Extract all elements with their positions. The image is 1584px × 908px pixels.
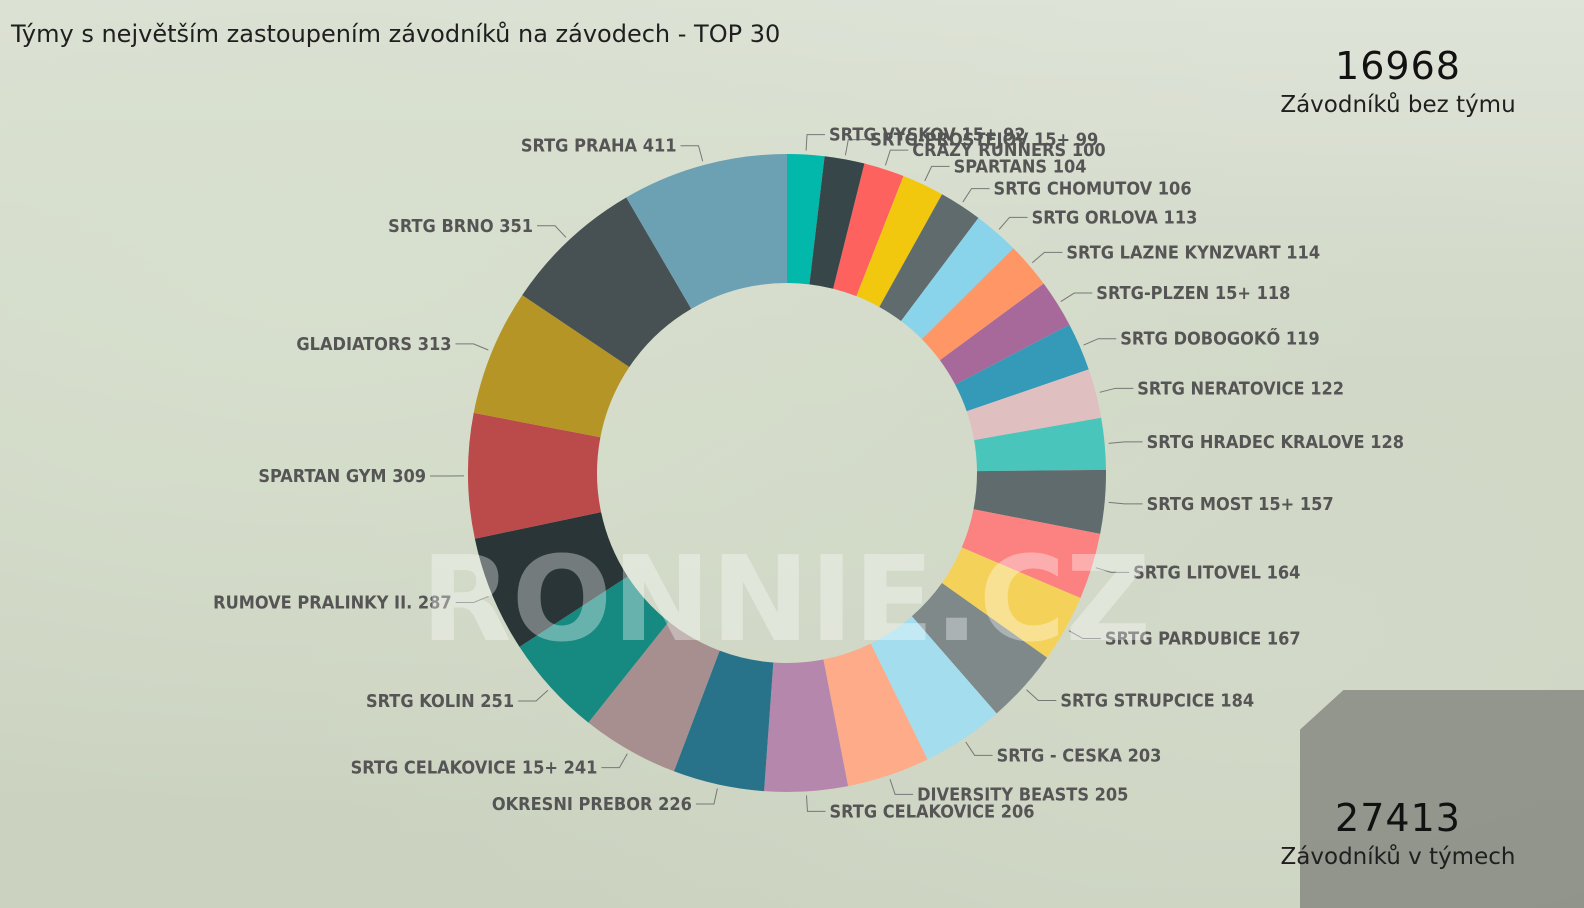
slice-crazy-runners[interactable] <box>833 163 904 297</box>
slice-label-crazy-runners: CRAZY RUNNERS 100 <box>912 140 1105 161</box>
background-tent-shape <box>1300 690 1584 908</box>
leader-line-srtg-ceska <box>965 741 993 756</box>
slice-label-srtg-ceska: SRTG - CESKA 203 <box>997 745 1162 766</box>
leader-line-srtg-plzen-15 <box>1060 292 1093 302</box>
slice-label-srtg-kolin: SRTG KOLIN 251 <box>366 691 514 712</box>
slice-label-srtg-celakovice: SRTG CELAKOVICE 206 <box>829 801 1034 822</box>
kpi-card-in-teams: 27413 Závodníků v týmech <box>1258 796 1538 870</box>
leader-line-srtg-litovel <box>1095 567 1130 573</box>
slice-srtg-brno[interactable] <box>522 197 692 368</box>
slice-srtg-celakovice[interactable] <box>764 659 849 792</box>
slice-okresni-prebor[interactable] <box>673 650 774 792</box>
slice-spartan-gym[interactable] <box>467 412 602 539</box>
leader-line-crazy-runners <box>884 149 909 166</box>
slice-srtg-orlova[interactable] <box>901 217 1014 340</box>
slice-label-srtg-pardubice: SRTG PARDUBICE 167 <box>1105 629 1301 650</box>
leader-line-srtg-vyskov-15 <box>805 134 826 151</box>
leader-line-srtg-chomutov <box>962 188 990 203</box>
kpi-card-without-team: 16968 Závodníků bez týmu <box>1258 44 1538 118</box>
slice-label-srtg-lazne-kynzvart: SRTG LAZNE KYNZVART 114 <box>1066 242 1320 263</box>
leader-line-srtg-hradec-kralove <box>1108 441 1143 444</box>
kpi-value-in-teams: 27413 <box>1335 796 1461 840</box>
slice-srtg-hradec-kralove[interactable] <box>974 417 1106 472</box>
leader-line-srtg-celakovice <box>805 795 826 812</box>
slice-spartans[interactable] <box>856 176 943 307</box>
slice-label-gladiators: GLADIATORS 313 <box>296 334 451 355</box>
slice-label-srtg-prostejov-15: SRTG-PROSTEJOV 15+ 99 <box>870 130 1098 151</box>
kpi-label-without-team: Závodníků bez týmu <box>1280 92 1516 118</box>
leader-line-srtg-dobogoko <box>1083 338 1117 346</box>
slice-srtg-ceska[interactable] <box>870 616 997 760</box>
leader-line-srtg-praha <box>680 145 704 162</box>
leader-line-srtg-most-15 <box>1108 501 1143 505</box>
leader-line-srtg-orlova <box>998 216 1028 230</box>
leader-line-spartans <box>924 165 950 182</box>
leader-line-gladiators <box>455 343 489 351</box>
slice-srtg-plzen-15[interactable] <box>939 283 1070 385</box>
leader-line-srtg-kolin <box>518 689 549 702</box>
slice-rumove-pralinky-ii[interactable] <box>474 512 628 647</box>
slice-srtg-dobogoko[interactable] <box>955 324 1089 412</box>
leader-line-srtg-prostejov-15 <box>844 139 867 156</box>
slice-label-srtg-vyskov-15: SRTG VYSKOV 15+ 92 <box>829 125 1026 146</box>
slice-label-srtg-dobogoko: SRTG DOBOGOKŐ 119 <box>1120 328 1319 350</box>
slice-label-srtg-most-15: SRTG MOST 15+ 157 <box>1147 494 1334 515</box>
slice-diversity-beasts[interactable] <box>823 643 928 787</box>
slice-label-spartans: SPARTANS 104 <box>954 156 1087 177</box>
slice-srtg-praha[interactable] <box>626 154 787 309</box>
slice-label-srtg-neratovice: SRTG NERATOVICE 122 <box>1137 378 1344 399</box>
leader-line-diversity-beasts <box>889 778 914 795</box>
leader-line-srtg-neratovice <box>1099 387 1134 393</box>
leader-lines <box>430 134 1143 812</box>
slice-label-srtg-strupcice: SRTG STRUPCICE 184 <box>1060 690 1254 711</box>
chart-title: Týmy s největším zastoupením závodníků n… <box>11 20 781 48</box>
slice-label-srtg-chomutov: SRTG CHOMUTOV 106 <box>994 179 1192 200</box>
slice-srtg-most-15[interactable] <box>973 469 1106 534</box>
slice-srtg-strupcice[interactable] <box>911 582 1048 714</box>
donut-slices <box>467 154 1106 792</box>
slice-label-srtg-hradec-kralove: SRTG HRADEC KRALOVE 128 <box>1147 432 1404 453</box>
slice-label-srtg-celakovice-15: SRTG CELAKOVICE 15+ 241 <box>351 758 598 779</box>
slice-label-srtg-praha: SRTG PRAHA 411 <box>521 136 677 157</box>
slice-srtg-kolin[interactable] <box>519 576 669 723</box>
slice-label-srtg-plzen-15: SRTG-PLZEN 15+ 118 <box>1096 283 1290 304</box>
leader-line-srtg-brno <box>537 225 567 238</box>
kpi-label-in-teams: Závodníků v týmech <box>1280 844 1516 870</box>
leader-line-rumove-pralinky-ii <box>455 595 489 603</box>
slice-srtg-prostejov-15[interactable] <box>809 156 865 289</box>
kpi-value-without-team: 16968 <box>1335 44 1461 88</box>
leader-line-srtg-lazne-kynzvart <box>1031 251 1063 264</box>
slice-srtg-pardubice[interactable] <box>941 547 1081 658</box>
slice-label-rumove-pralinky-ii: RUMOVE PRALINKY II. 287 <box>213 592 452 613</box>
slice-srtg-lazne-kynzvart[interactable] <box>921 248 1044 361</box>
slice-srtg-vyskov-15[interactable] <box>787 154 825 285</box>
slice-label-diversity-beasts: DIVERSITY BEASTS 205 <box>917 784 1128 805</box>
slice-label-srtg-brno: SRTG BRNO 351 <box>388 216 533 237</box>
watermark-text: RONNIE.CZ <box>421 530 1151 668</box>
leader-line-srtg-celakovice-15 <box>601 753 628 769</box>
slice-label-srtg-orlova: SRTG ORLOVA 113 <box>1032 207 1198 228</box>
slice-label-spartan-gym: SPARTAN GYM 309 <box>258 466 426 487</box>
slice-srtg-litovel[interactable] <box>961 509 1101 599</box>
leader-line-srtg-strupcice <box>1026 689 1057 701</box>
leader-line-srtg-pardubice <box>1068 630 1101 640</box>
slice-srtg-chomutov[interactable] <box>879 194 979 322</box>
leader-line-okresni-prebor <box>695 788 718 805</box>
slice-srtg-celakovice-15[interactable] <box>588 621 720 772</box>
slice-srtg-neratovice[interactable] <box>966 369 1102 441</box>
slice-gladiators[interactable] <box>473 295 630 438</box>
slice-label-srtg-litovel: SRTG LITOVEL 164 <box>1133 562 1300 583</box>
slice-label-okresni-prebor: OKRESNI PREBOR 226 <box>492 794 692 815</box>
